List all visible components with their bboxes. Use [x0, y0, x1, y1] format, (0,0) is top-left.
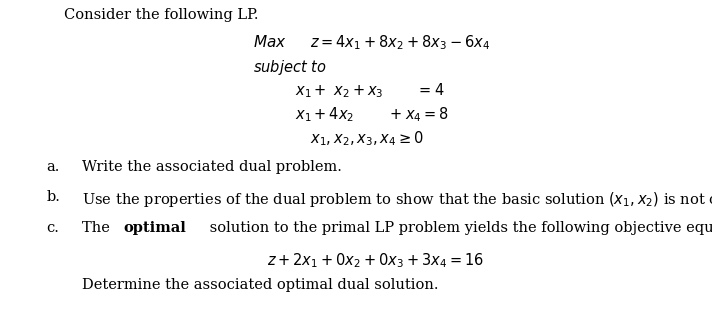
Text: Write the associated dual problem.: Write the associated dual problem. [82, 160, 342, 174]
Text: optimal: optimal [124, 221, 187, 235]
Text: a.: a. [46, 160, 60, 174]
Text: b.: b. [46, 190, 60, 204]
Text: Determine the associated optimal dual solution.: Determine the associated optimal dual so… [82, 278, 439, 292]
Text: $z + 2x_1 + 0x_2 + 0x_3 + 3x_4 = 16$: $z + 2x_1 + 0x_2 + 0x_3 + 3x_4 = 16$ [267, 251, 484, 270]
Text: Consider the following LP.: Consider the following LP. [64, 8, 258, 22]
Text: $\mathit{Max}$: $\mathit{Max}$ [253, 34, 286, 50]
Text: $x_1, x_2, x_3, x_4 \geq 0$: $x_1, x_2, x_3, x_4 \geq 0$ [310, 130, 424, 148]
Text: Use the properties of the dual problem to show that the basic solution $(x_1, x_: Use the properties of the dual problem t… [82, 190, 712, 209]
Text: $z = 4x_1 +8x_2 +8x_3 -6x_4$: $z = 4x_1 +8x_2 +8x_3 -6x_4$ [310, 34, 490, 52]
Text: c.: c. [46, 221, 59, 235]
Text: $\mathit{subject\ to}$: $\mathit{subject\ to}$ [253, 58, 327, 76]
Text: The: The [82, 221, 115, 235]
Text: $x_1 + 4x_2\quad\quad\ + x_4 = 8$: $x_1 + 4x_2\quad\quad\ + x_4 = 8$ [295, 106, 449, 124]
Text: solution to the primal LP problem yields the following objective equation:: solution to the primal LP problem yields… [205, 221, 712, 235]
Text: $x_1 +\ x_2 + x_3\quad\quad\ = 4$: $x_1 +\ x_2 + x_3\quad\quad\ = 4$ [295, 82, 445, 100]
